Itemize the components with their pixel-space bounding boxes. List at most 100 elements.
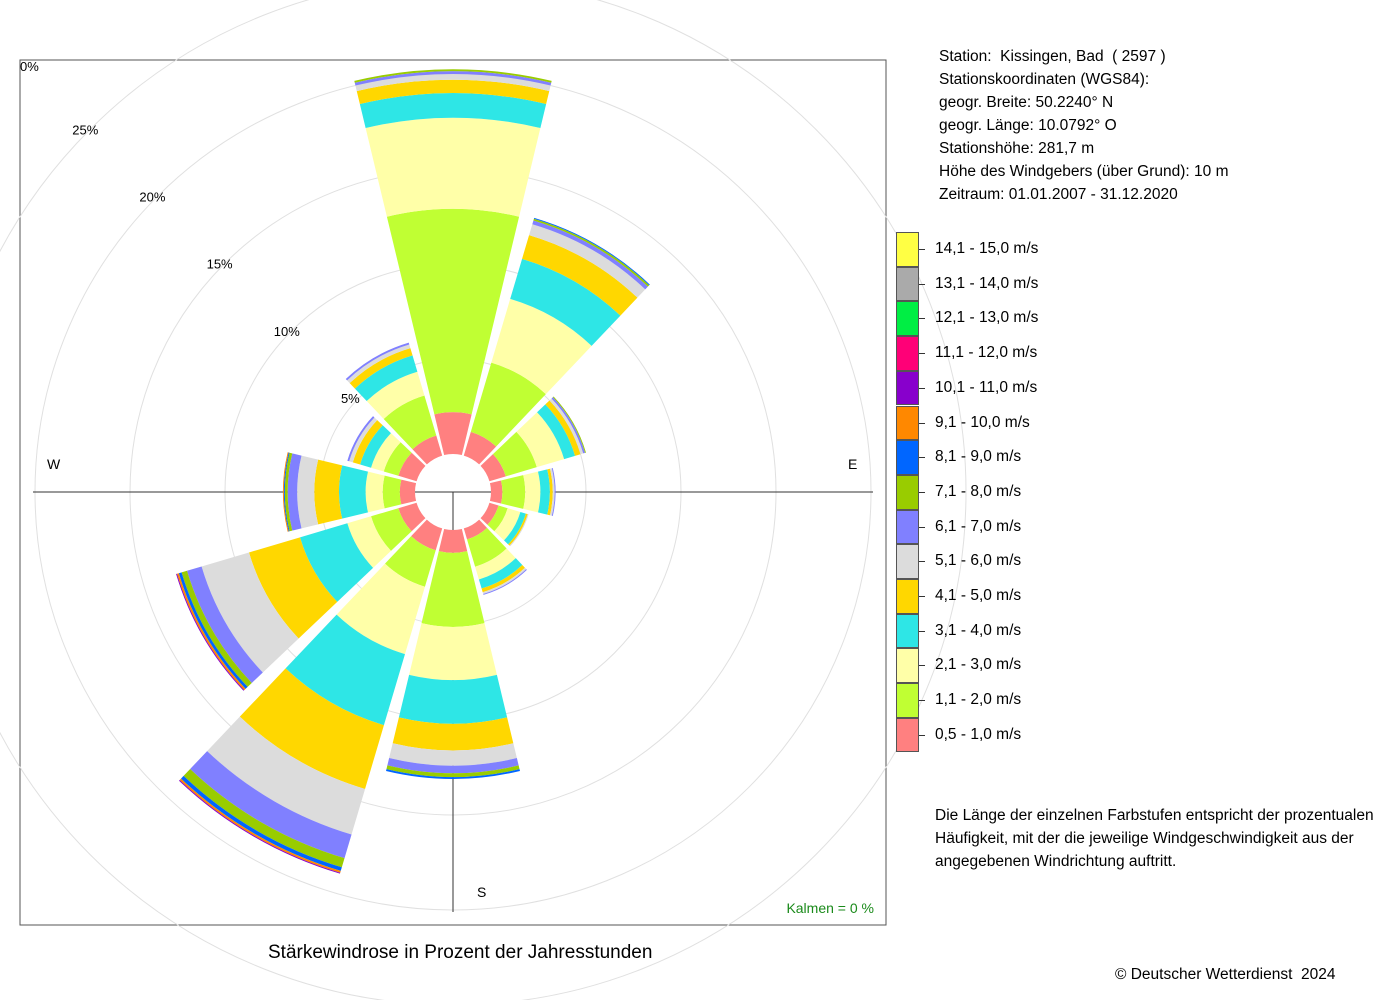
wedge-0-class-3 (365, 117, 541, 217)
legend-item: 6,1 - 7,0 m/s (896, 509, 1296, 545)
legend-label: 9,1 - 10,0 m/s (935, 413, 1030, 431)
legend-swatch (896, 648, 919, 684)
ring-label-4: 20% (139, 189, 165, 204)
wedge-0-class-5 (356, 79, 550, 105)
legend-item: 13,1 - 14,0 m/s (896, 266, 1296, 302)
legend-item: 3,1 - 4,0 m/s (896, 613, 1296, 649)
legend-swatch (896, 613, 919, 649)
legend-tick (919, 491, 925, 493)
wedge-90-class-4 (537, 469, 550, 515)
wedge-0-class-2 (386, 208, 520, 415)
wedge-180-class-6 (389, 743, 517, 766)
wedge-60-class-1 (480, 454, 506, 482)
legend-tick (919, 249, 925, 250)
ring-label-2: 10% (274, 324, 300, 339)
legend-tick (919, 700, 925, 702)
wedge-210-class-1 (411, 519, 443, 551)
wedge-30-class-4 (510, 258, 621, 346)
period: Zeitraum: 01.01.2007 - 31.12.2020 (939, 186, 1178, 203)
wedge-150-class-4 (478, 558, 523, 589)
wedge-90-class-3 (523, 471, 541, 513)
wedge-30-class-2 (470, 362, 546, 447)
wedge-120-class-1 (480, 502, 499, 525)
coords-title: Stationskoordinaten (WGS84): (939, 71, 1150, 88)
legend-item: 4,1 - 5,0 m/s (896, 579, 1296, 614)
wedge-210-class-7 (190, 751, 352, 859)
wedge-300-class-2 (383, 442, 412, 476)
legend-label: 1,1 - 2,0 m/s (935, 691, 1022, 709)
wedge-0-class-4 (359, 92, 547, 129)
wedge-0-class-7 (354, 71, 552, 86)
wedge-60-class-6 (549, 398, 584, 455)
legend-tick (919, 387, 925, 389)
wedge-240-class-8 (181, 570, 252, 687)
wedge-240-class-1 (398, 502, 426, 532)
wedge-210-class-5 (239, 668, 384, 789)
wedge-150-class-5 (481, 565, 525, 593)
wedge-180-class-9 (386, 769, 520, 779)
wedge-240-class-6 (201, 552, 299, 673)
legend-tick (919, 318, 925, 320)
wedge-90-class-2 (501, 475, 526, 509)
legend-tick (919, 734, 925, 736)
legend-tick (919, 526, 925, 528)
copyright: © Deutscher Wetterdienst 2024 (1115, 966, 1336, 983)
wedge-300-class-1 (398, 452, 426, 482)
wedge-90-class-1 (489, 480, 503, 504)
wedge-240-class-2 (371, 508, 412, 551)
station-height: Stationshöhe: 281,7 m (939, 140, 1095, 157)
wedge-90-class-7 (551, 468, 556, 516)
legend-tick (919, 596, 925, 597)
zero-label: 0% (20, 59, 39, 74)
legend-label: 8,1 - 9,0 m/s (935, 448, 1022, 466)
station-name: Station: Kissingen, Bad ( 2597 ) (939, 48, 1166, 65)
wedge-60-class-7 (551, 397, 586, 454)
wedge-330-class-1 (412, 435, 443, 465)
legend-item: 0,5 - 1,0 m/s (896, 717, 1296, 753)
legend-label: 5,1 - 6,0 m/s (935, 552, 1022, 570)
wedge-120-class-6 (509, 514, 529, 547)
legend-item: 2,1 - 3,0 m/s (896, 648, 1296, 684)
legend-label: 0,5 - 1,0 m/s (935, 725, 1022, 743)
legend-tick (919, 353, 925, 355)
wedge-210-class-4 (285, 614, 405, 726)
legend-item: 7,1 - 8,0 m/s (896, 474, 1296, 510)
legend-tick (919, 422, 925, 424)
wind-sensor-height: Höhe des Windgebers (über Grund): 10 m (939, 163, 1229, 180)
wedge-270-class-3 (365, 471, 385, 513)
legend-note: Die Länge der einzelnen Farbstufen entsp… (935, 807, 1374, 870)
wedge-240-class-3 (347, 516, 391, 568)
wedge-300-class-6 (349, 417, 378, 463)
longitude: geogr. Länge: 10.0792° O (939, 117, 1117, 134)
wedge-240-class-7 (187, 566, 263, 683)
wedge-270-class-1 (399, 479, 417, 505)
wedge-120-class-2 (487, 505, 508, 532)
wedge-330-class-6 (347, 344, 411, 384)
ring-label-5: 25% (72, 122, 98, 137)
wedge-300-class-5 (352, 420, 383, 465)
ring-labels: 5% 10% 15% 20% 25% (72, 122, 360, 406)
wedge-180-class-7 (387, 758, 519, 774)
legend-tick (919, 630, 925, 632)
wedge-120-class-5 (508, 513, 528, 546)
legend-item: 5,1 - 6,0 m/s (896, 544, 1296, 579)
wedge-0-class-8 (354, 69, 552, 83)
legend-label: 2,1 - 3,0 m/s (935, 656, 1022, 674)
legend-tick (919, 561, 925, 563)
wedge-150-class-3 (475, 548, 516, 580)
legend-swatch (896, 266, 919, 302)
legend-swatch (896, 683, 919, 718)
wedge-270-class-2 (382, 475, 402, 509)
legend-tick (919, 283, 925, 285)
legend-label: 7,1 - 8,0 m/s (935, 482, 1022, 500)
wedge-0-class-6 (355, 74, 551, 92)
legend-item: 9,1 - 10,0 m/s (896, 405, 1296, 441)
latitude: geogr. Breite: 50.2240° N (939, 94, 1114, 111)
legend-item: 10,1 - 11,0 m/s (896, 370, 1296, 406)
wedge-150-class-6 (482, 567, 527, 595)
ring-label-3: 15% (207, 257, 233, 272)
wedge-90-class-6 (549, 468, 555, 516)
legend-label: 3,1 - 4,0 m/s (935, 621, 1022, 639)
wedge-60-class-3 (516, 412, 565, 468)
wedge-240-class-4 (299, 523, 374, 602)
